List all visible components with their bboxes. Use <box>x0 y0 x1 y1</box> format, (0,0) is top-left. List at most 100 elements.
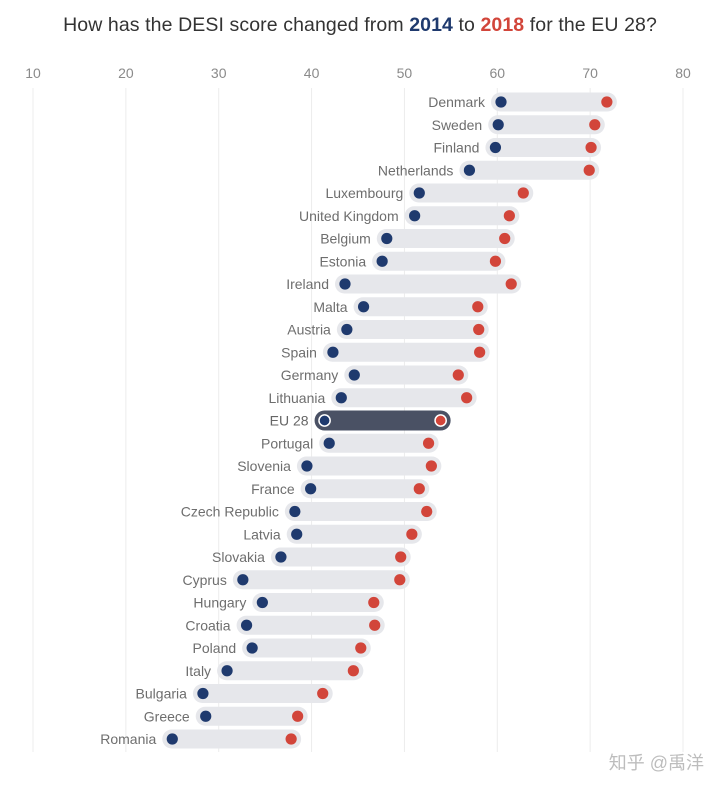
label-ireland: Ireland <box>286 276 329 292</box>
bar-united-kingdom <box>404 206 520 226</box>
label-luxembourg: Luxembourg <box>325 185 403 201</box>
dot-2018-belgium <box>499 232 511 245</box>
x-tick-50: 50 <box>397 65 413 81</box>
dot-2014-austria <box>341 323 353 336</box>
label-portugal: Portugal <box>261 435 313 451</box>
dot-2018-hungary <box>368 596 380 609</box>
bar-luxembourg <box>409 183 534 203</box>
label-united-kingdom: United Kingdom <box>299 208 399 224</box>
dot-2014-croatia <box>240 619 253 631</box>
row-czech-republic: Czech Republic <box>181 502 437 521</box>
dot-2014-finland <box>489 141 502 154</box>
dot-2014-estonia <box>376 255 388 267</box>
dot-2018-slovakia <box>395 551 407 563</box>
label-germany: Germany <box>281 367 339 383</box>
label-sweden: Sweden <box>432 117 483 133</box>
dot-2014-belgium <box>381 232 393 245</box>
dot-2014-bulgaria <box>197 687 209 700</box>
row-sweden: Sweden <box>432 115 605 135</box>
label-france: France <box>251 481 295 497</box>
dot-2014-luxembourg <box>413 187 425 199</box>
dot-2018-estonia <box>489 255 502 267</box>
label-cyprus: Cyprus <box>182 572 226 588</box>
label-belgium: Belgium <box>320 231 371 247</box>
row-luxembourg: Luxembourg <box>325 183 534 203</box>
x-tick-40: 40 <box>304 65 320 81</box>
dot-2018-finland <box>585 141 597 154</box>
dot-2018-cyprus <box>394 574 406 586</box>
dot-2014-czech-republic <box>289 505 301 518</box>
label-croatia: Croatia <box>185 617 230 633</box>
dot-2014-slovenia <box>301 460 313 472</box>
dot-2014-greece <box>200 710 212 722</box>
dot-2018-austria <box>473 323 485 336</box>
dot-2018-poland <box>355 642 367 654</box>
label-romania: Romania <box>100 731 156 747</box>
dot-2018-spain <box>474 346 486 358</box>
dot-2014-united-kingdom <box>409 210 421 222</box>
x-tick-70: 70 <box>582 65 598 81</box>
dot-2014-poland <box>246 642 258 654</box>
dot-2018-czech-republic <box>421 505 433 518</box>
label-lithuania: Lithuania <box>268 390 325 406</box>
dot-2014-denmark <box>495 96 507 108</box>
label-czech-republic: Czech Republic <box>181 504 279 520</box>
dot-2018-malta <box>472 301 484 313</box>
label-estonia: Estonia <box>319 253 366 269</box>
dot-2014-portugal <box>323 437 335 449</box>
x-tick-30: 30 <box>211 65 227 81</box>
label-hungary: Hungary <box>193 595 246 611</box>
dot-2014-hungary <box>256 596 268 609</box>
label-netherlands: Netherlands <box>378 162 454 178</box>
dot-2018-eu-28 <box>434 414 447 427</box>
row-denmark: Denmark <box>428 92 617 112</box>
dot-2014-lithuania <box>335 392 347 404</box>
bar-austria <box>336 320 489 339</box>
row-greece: Greece <box>144 706 308 726</box>
dot-2018-lithuania <box>461 392 473 404</box>
dot-2018-denmark <box>601 96 613 108</box>
bar-denmark <box>491 92 617 112</box>
dot-2014-latvia <box>291 528 303 540</box>
row-united-kingdom: United Kingdom <box>299 206 520 226</box>
row-finland: Finland <box>434 138 602 157</box>
row-estonia: Estonia <box>319 251 506 271</box>
dot-2018-netherlands <box>583 164 595 176</box>
dot-2014-germany <box>348 369 360 381</box>
bar-lithuania <box>331 388 477 408</box>
row-portugal: Portugal <box>261 433 439 453</box>
title-suffix: for the EU 28? <box>524 14 657 36</box>
bar-malta <box>353 297 488 317</box>
label-poland: Poland <box>193 640 237 656</box>
label-slovenia: Slovenia <box>237 458 291 474</box>
chart-title: How has the DESI score changed from 2014… <box>0 14 720 37</box>
bar-netherlands <box>459 160 600 180</box>
row-romania: Romania <box>100 729 302 749</box>
row-lithuania: Lithuania <box>268 388 477 408</box>
bar-sweden <box>488 115 605 135</box>
x-axis-ticks: 10 20 30 40 50 60 70 80 <box>25 65 691 81</box>
dot-2018-germany <box>452 369 464 381</box>
dot-2014-netherlands <box>463 164 476 176</box>
dot-2014-italy <box>221 665 233 677</box>
label-malta: Malta <box>313 299 347 315</box>
dot-2018-latvia <box>406 528 418 540</box>
bar-greece <box>195 706 308 726</box>
bar-bulgaria <box>192 684 333 703</box>
dot-2018-france <box>413 483 425 495</box>
bar-estonia <box>372 251 506 271</box>
x-tick-60: 60 <box>489 65 505 81</box>
label-eu-28: EU 28 <box>270 413 309 429</box>
dot-2018-united-kingdom <box>503 210 515 222</box>
row-belgium: Belgium <box>320 229 515 248</box>
dot-2018-sweden <box>589 119 601 131</box>
bar-belgium <box>376 229 515 248</box>
row-poland: Poland <box>193 638 371 658</box>
row-ireland: Ireland <box>286 274 522 294</box>
x-tick-80: 80 <box>675 65 691 81</box>
dot-2014-malta <box>357 301 370 313</box>
bar-slovenia <box>296 456 442 476</box>
bar-poland <box>242 638 371 658</box>
row-cyprus: Cyprus <box>182 570 410 590</box>
